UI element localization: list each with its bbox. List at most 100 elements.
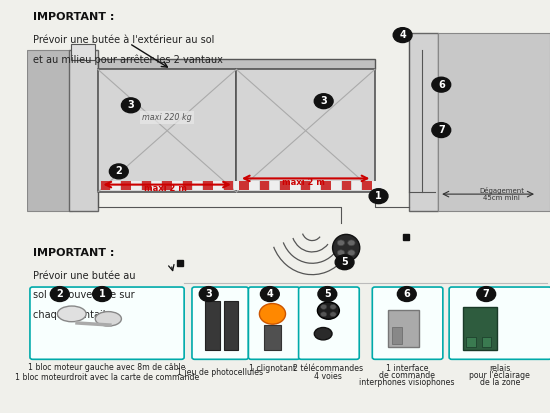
Text: maxi 220 kg: maxi 220 kg [142, 113, 192, 122]
Bar [234, 181, 243, 190]
Bar [388, 310, 419, 347]
Bar [280, 181, 289, 190]
Circle shape [348, 250, 355, 256]
Text: 3: 3 [320, 96, 327, 106]
Circle shape [92, 287, 112, 301]
Circle shape [337, 240, 345, 246]
Bar [162, 181, 172, 190]
Circle shape [432, 77, 450, 92]
Text: 1 bloc moteurdroit avec la carte de commande: 1 bloc moteurdroit avec la carte de comm… [15, 373, 199, 382]
Circle shape [122, 98, 140, 113]
Text: de commande: de commande [379, 371, 435, 380]
Bar [236, 69, 375, 192]
Bar [121, 181, 130, 190]
Circle shape [314, 94, 333, 109]
Ellipse shape [57, 306, 86, 322]
Bar [193, 181, 202, 190]
Bar [300, 181, 310, 190]
Bar [131, 181, 141, 190]
Text: 1: 1 [98, 289, 106, 299]
Circle shape [51, 287, 69, 301]
Bar [362, 181, 372, 190]
Bar [172, 181, 182, 190]
Text: relais: relais [489, 364, 510, 373]
Bar [311, 181, 320, 190]
Bar [223, 181, 233, 190]
Text: IMPORTANT :: IMPORTANT : [32, 248, 114, 258]
FancyBboxPatch shape [249, 287, 300, 359]
Text: maxi 2 m: maxi 2 m [282, 178, 324, 187]
Bar [111, 181, 120, 190]
FancyBboxPatch shape [449, 287, 550, 359]
Bar [463, 307, 497, 350]
Text: 5: 5 [324, 289, 331, 299]
Text: 2: 2 [56, 289, 63, 299]
Bar [249, 181, 259, 190]
Text: 1: 1 [375, 191, 382, 201]
Ellipse shape [260, 304, 285, 324]
Circle shape [348, 240, 355, 246]
Text: 1 bloc moteur gauche avec 8m de câble: 1 bloc moteur gauche avec 8m de câble [28, 363, 185, 372]
Bar [372, 181, 382, 190]
Bar [183, 181, 192, 190]
Circle shape [477, 287, 496, 301]
Bar [290, 181, 300, 190]
Ellipse shape [317, 302, 339, 319]
Text: Dégagement
45cm mini: Dégagement 45cm mini [480, 187, 524, 201]
Bar [152, 181, 161, 190]
Text: 7: 7 [438, 125, 444, 135]
Text: 4: 4 [399, 30, 406, 40]
Text: 2 télécommandes: 2 télécommandes [293, 364, 364, 373]
Bar [98, 59, 375, 69]
Bar [482, 337, 492, 347]
Bar [101, 181, 110, 190]
Text: 2: 2 [116, 166, 122, 176]
Ellipse shape [314, 328, 332, 340]
Bar [260, 181, 269, 190]
Text: 7: 7 [483, 289, 490, 299]
Bar [203, 181, 212, 190]
Text: et au milieu pour arrêter les 2 vantaux: et au milieu pour arrêter les 2 vantaux [32, 55, 222, 65]
Bar [69, 50, 98, 211]
Text: 5: 5 [341, 257, 348, 267]
Text: sol  en ouverture sur: sol en ouverture sur [32, 290, 134, 300]
Bar [264, 325, 281, 350]
Text: 4 voies: 4 voies [315, 372, 342, 381]
Bar [392, 327, 402, 344]
Bar [409, 33, 438, 211]
Circle shape [398, 287, 416, 301]
Text: Prévoir une butée au: Prévoir une butée au [32, 271, 135, 280]
Text: 4: 4 [267, 289, 273, 299]
Text: IMPORTANT :: IMPORTANT : [32, 12, 114, 22]
Bar [270, 181, 279, 190]
Circle shape [369, 189, 388, 204]
Ellipse shape [333, 234, 360, 261]
Circle shape [337, 250, 345, 256]
Text: 6: 6 [403, 289, 410, 299]
Bar [98, 69, 236, 192]
Bar [342, 181, 351, 190]
Bar [224, 301, 239, 350]
Text: 1 clignotant: 1 clignotant [250, 364, 296, 373]
Text: 3: 3 [205, 289, 212, 299]
Circle shape [261, 287, 279, 301]
Circle shape [199, 287, 218, 301]
Circle shape [432, 123, 450, 138]
Text: de la zone: de la zone [480, 378, 520, 387]
FancyBboxPatch shape [372, 287, 443, 359]
Text: pour l'éclairage: pour l'éclairage [469, 371, 530, 380]
Text: Prévoir une butée à l'extérieur au sol: Prévoir une butée à l'extérieur au sol [32, 35, 214, 45]
Circle shape [109, 164, 128, 179]
Bar [28, 50, 72, 211]
Circle shape [321, 304, 327, 309]
Circle shape [330, 312, 336, 317]
Circle shape [393, 28, 412, 43]
Text: 1 interface: 1 interface [386, 364, 428, 373]
Circle shape [321, 312, 327, 317]
Circle shape [330, 304, 336, 309]
Ellipse shape [95, 311, 122, 326]
FancyBboxPatch shape [299, 287, 359, 359]
Bar [466, 337, 476, 347]
Text: chaque vantail.: chaque vantail. [32, 310, 108, 320]
Bar [352, 181, 361, 190]
